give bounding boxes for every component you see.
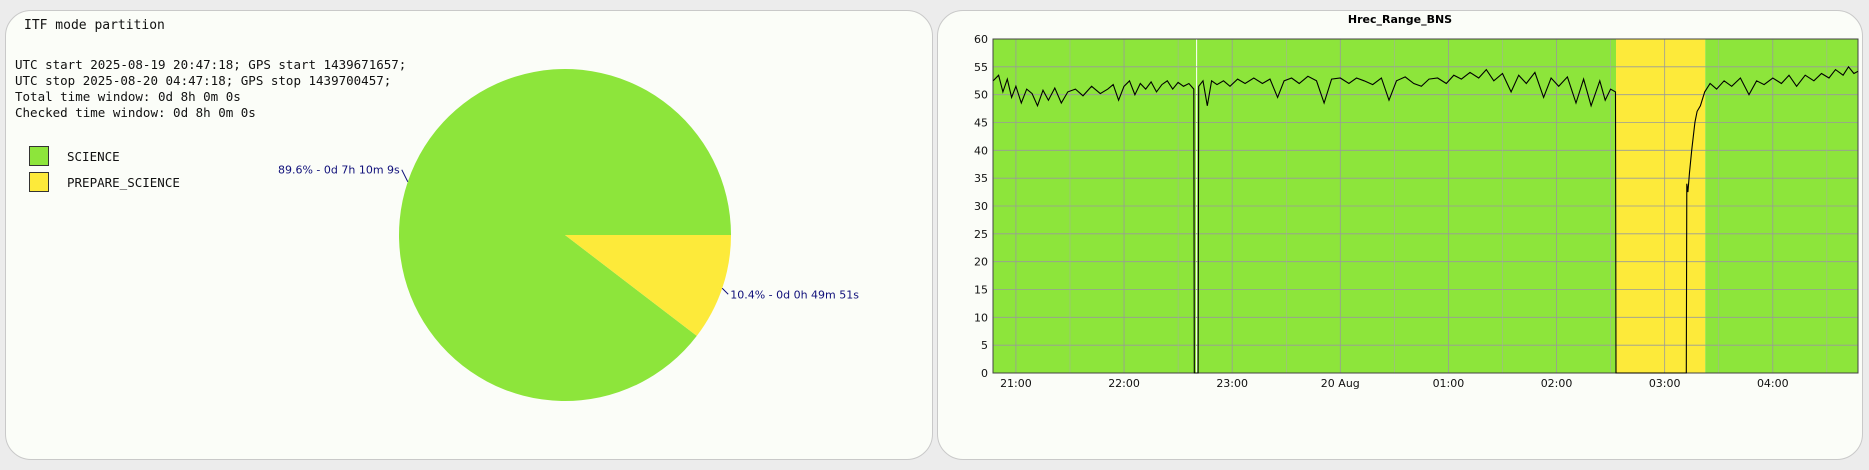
- range-trace: [992, 65, 1859, 374]
- plot-frame: [992, 38, 1859, 374]
- y-tick-label: 60: [974, 33, 988, 46]
- mode-partition-panel: ITF mode partition UTC start 2025-08-19 …: [5, 10, 933, 460]
- legend-label: SCIENCE: [67, 149, 120, 164]
- y-tick-label: 20: [974, 256, 988, 269]
- y-tick-label: 55: [974, 61, 988, 74]
- plot-title: Hrec_Range_BNS: [1347, 13, 1453, 26]
- x-tick-label: 02:00: [1541, 377, 1573, 390]
- y-tick-label: 15: [974, 284, 988, 297]
- pie-slice-prepare-science: [565, 235, 731, 336]
- x-tick-label: 22:00: [1108, 377, 1140, 390]
- y-tick-label: 45: [974, 117, 988, 130]
- x-tick-label: 03:00: [1649, 377, 1681, 390]
- range-plot-panel: Hrec_Range_BNS 0 5 10 15 20 25 30 35 40 45 50 55 60 2…: [937, 10, 1863, 460]
- info-line-checked-window: Checked time window: 0d 8h 0m 0s: [15, 105, 256, 120]
- mode-pie-chart: 89.6% - 0d 7h 10m 9s 10.4% - 0d 0h 49m 51…: [278, 69, 859, 402]
- pie-label-leader: [721, 287, 729, 295]
- info-line-utc-start: UTC start 2025-08-19 20:47:18; GPS start…: [15, 57, 407, 72]
- y-tick-label: 50: [974, 89, 988, 102]
- x-tick-label: 21:00: [1000, 377, 1032, 390]
- info-line-total-window: Total time window: 0d 8h 0m 0s: [15, 89, 241, 104]
- x-tick-label: 01:00: [1433, 377, 1465, 390]
- y-tick-label: 40: [974, 144, 988, 157]
- y-tick-label: 25: [974, 228, 988, 241]
- y-tick-label: 30: [974, 200, 988, 213]
- time-window-info: UTC start 2025-08-19 20:47:18; GPS start…: [15, 57, 406, 121]
- pie-label-leader: [401, 169, 409, 182]
- pie-label-prepare-science: 10.4% - 0d 0h 49m 51s: [730, 288, 859, 301]
- x-tick-label: 23:00: [1216, 377, 1248, 390]
- legend-label: PREPARE_SCIENCE: [67, 175, 180, 190]
- pie-slice-science: [399, 69, 731, 402]
- y-tick-label: 0: [981, 367, 988, 380]
- y-tick-label: 35: [974, 172, 988, 185]
- info-line-utc-stop: UTC stop 2025-08-20 04:47:18; GPS stop 1…: [15, 73, 392, 88]
- x-tick-label: 04:00: [1757, 377, 1789, 390]
- x-tick-label: 20 Aug: [1321, 377, 1360, 390]
- y-tick-label: 10: [974, 311, 988, 324]
- pie-label-science: 89.6% - 0d 7h 10m 9s: [278, 164, 400, 177]
- y-tick-label: 5: [981, 339, 988, 352]
- range-line-chart: 0 5 10 15 20 25 30 35 40 45 50 55 60 21:00 22:00 23:00 2…: [974, 33, 1859, 390]
- legend-swatch-science: [29, 146, 49, 166]
- legend-swatch-prepare-science: [29, 172, 49, 192]
- panel-title: ITF mode partition: [24, 18, 165, 33]
